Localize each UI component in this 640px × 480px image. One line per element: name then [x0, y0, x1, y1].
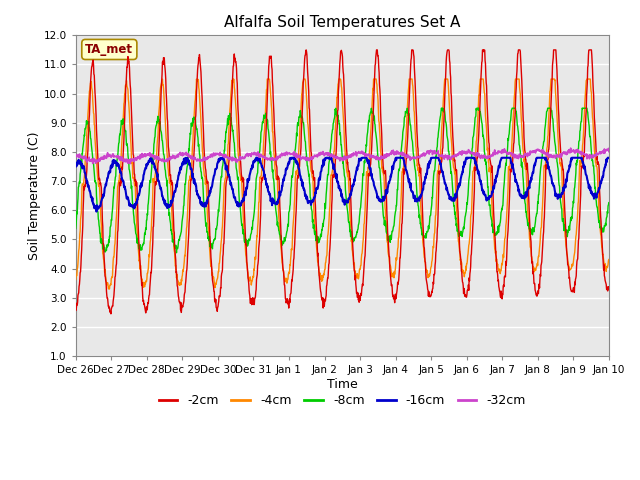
- Text: TA_met: TA_met: [85, 43, 133, 56]
- Legend: -2cm, -4cm, -8cm, -16cm, -32cm: -2cm, -4cm, -8cm, -16cm, -32cm: [154, 389, 531, 412]
- Y-axis label: Soil Temperature (C): Soil Temperature (C): [28, 132, 41, 260]
- Title: Alfalfa Soil Temperatures Set A: Alfalfa Soil Temperatures Set A: [224, 15, 460, 30]
- X-axis label: Time: Time: [327, 378, 358, 391]
